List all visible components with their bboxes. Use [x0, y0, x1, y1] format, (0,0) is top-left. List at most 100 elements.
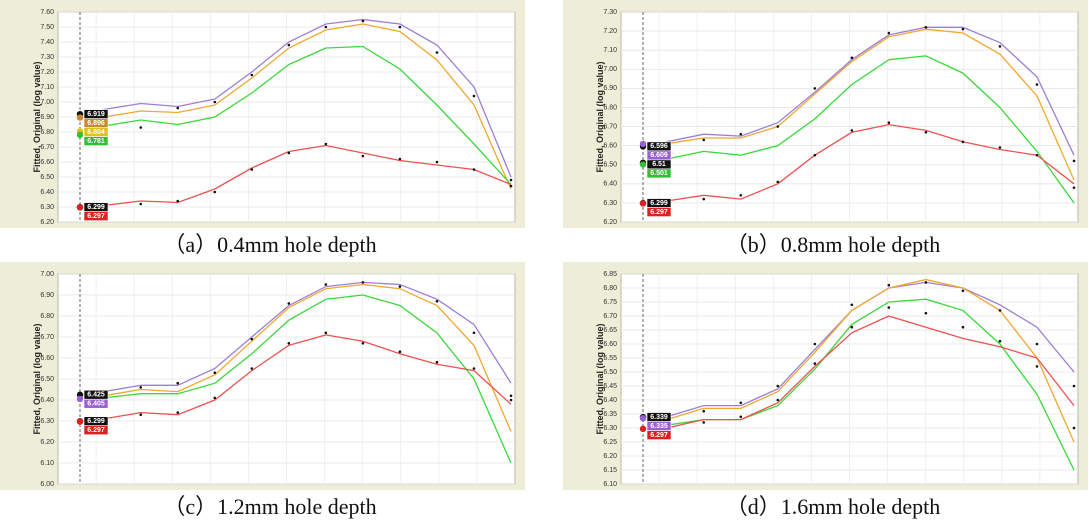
data-point: [435, 360, 439, 364]
y-tick-label: 6.60: [603, 142, 617, 149]
fitted-line: [103, 334, 512, 420]
y-tick-label: 7.50: [40, 24, 54, 31]
y-tick-label: 6.30: [603, 200, 617, 207]
value-badge-label: 6.425: [87, 392, 105, 399]
data-point: [1072, 384, 1076, 388]
data-point: [287, 151, 291, 155]
panel: 6.00 6.10 6.20 6.30 6.40 6.50 6.60 6.70 6.80 6.90…: [0, 262, 525, 490]
y-axis-label: Fitted, Original (log value): [595, 323, 605, 434]
data-point: [739, 401, 743, 405]
y-tick-label: 6.70: [603, 313, 617, 320]
data-point: [813, 362, 817, 365]
y-tick-label: 6.30: [603, 425, 617, 432]
data-point: [1072, 186, 1076, 189]
fitted-line: [103, 281, 512, 393]
value-badge: [83, 211, 109, 221]
data-point: [287, 302, 291, 305]
data-point: [739, 193, 743, 197]
data-point: [435, 300, 439, 303]
fitted-line: [666, 123, 1075, 202]
y-tick-label: 7.00: [40, 271, 54, 278]
value-badge-label: 6.804: [87, 129, 105, 136]
fitted-line: [666, 315, 1075, 429]
data-point: [139, 126, 143, 129]
caption: （c）1.2mm hole depth: [163, 494, 376, 519]
data-point: [324, 142, 328, 146]
fitted-line: [666, 28, 1075, 181]
data-point: [739, 132, 743, 136]
data-point: [961, 27, 965, 31]
value-badge-label: 6.51: [652, 161, 666, 168]
y-tick-label: 7.20: [603, 28, 617, 35]
y-tick-label: 7.40: [40, 39, 54, 46]
data-point: [1072, 159, 1076, 163]
y-tick-label: 6.40: [603, 181, 617, 188]
value-badge: [646, 430, 672, 440]
y-tick-label: 6.80: [40, 129, 54, 136]
y-tick-label: 6.60: [40, 159, 54, 166]
y-tick-label: 6.20: [603, 219, 617, 226]
data-point: [250, 337, 254, 341]
data-point: [176, 411, 180, 414]
data-point: [776, 398, 780, 402]
caption: （d）1.6mm hole depth: [726, 494, 940, 519]
data-point: [398, 285, 402, 288]
data-point: [1072, 426, 1076, 430]
point-marker: [76, 395, 84, 403]
value-badge-label: 6.297: [87, 427, 105, 434]
panel: 6.20 6.30 6.40 6.50 6.60 6.70 6.80 6.90 7.00 7.10…: [563, 0, 1088, 228]
data-point: [472, 367, 476, 370]
data-point: [813, 342, 817, 346]
data-point: [739, 415, 743, 419]
data-point: [702, 138, 706, 142]
data-point: [139, 386, 143, 389]
value-badge-label: 6.596: [650, 143, 668, 150]
y-tick-label: 6.20: [603, 453, 617, 460]
y-tick-label: 6.10: [603, 481, 617, 488]
fitted-line: [103, 45, 512, 185]
data-point: [702, 197, 706, 201]
caption: （b）0.8mm hole depth: [726, 232, 940, 257]
data-point: [472, 331, 476, 335]
data-point: [1035, 342, 1039, 346]
value-badge: [83, 425, 109, 436]
panel: 6.20 6.30 6.40 6.50 6.60 6.70 6.80 6.90 7.00 7.10…: [0, 0, 525, 228]
data-point: [1035, 153, 1039, 157]
y-tick-label: 6.40: [40, 189, 54, 196]
point-marker: [639, 200, 647, 207]
data-point: [435, 160, 439, 164]
data-point: [961, 325, 965, 329]
y-tick-label: 6.30: [40, 418, 54, 425]
fitted-line: [666, 26, 1075, 156]
fitted-line: [103, 294, 512, 464]
point-marker: [76, 114, 84, 121]
data-point: [850, 303, 854, 307]
data-point: [998, 146, 1002, 149]
y-tick-label: 7.10: [40, 84, 54, 91]
y-tick-label: 7.30: [40, 54, 54, 61]
y-tick-label: 6.90: [40, 292, 54, 299]
y-tick-label: 6.50: [603, 369, 617, 376]
data-point: [776, 384, 780, 388]
y-tick-label: 6.80: [603, 104, 617, 111]
point-marker: [76, 131, 84, 139]
point-marker: [639, 425, 647, 433]
value-badge-label: 6.339: [650, 414, 668, 421]
data-point: [924, 130, 928, 134]
y-tick-label: 7.00: [40, 99, 54, 106]
data-point: [887, 31, 891, 35]
data-point: [850, 56, 854, 60]
data-point: [361, 19, 365, 23]
point-marker: [76, 204, 84, 211]
fitted-line: [103, 144, 512, 207]
data-point: [509, 394, 513, 398]
value-badge-label: 6.501: [650, 170, 668, 177]
data-point: [924, 25, 928, 29]
y-tick-label: 7.60: [40, 9, 54, 16]
value-badge-label: 6.781: [87, 138, 105, 145]
data-point: [213, 396, 217, 400]
y-tick-label: 6.90: [40, 114, 54, 121]
data-point: [176, 106, 180, 110]
value-badge-label: 6.896: [87, 120, 105, 127]
